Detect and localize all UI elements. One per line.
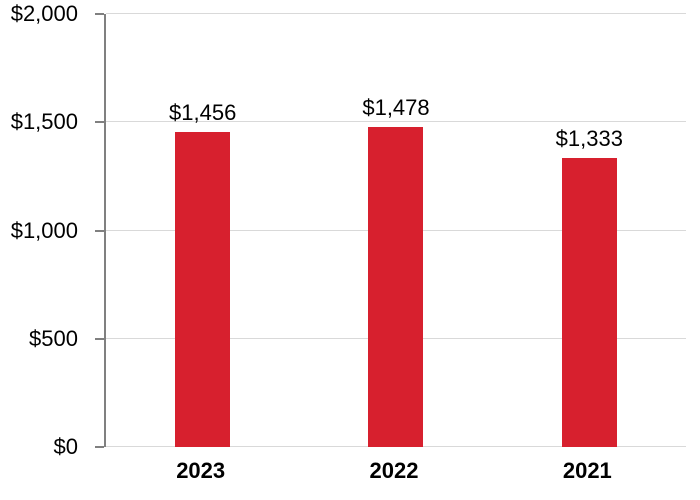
x-axis-label-2023: 2023 [176, 458, 226, 483]
y-axis-tick-mark [95, 337, 104, 340]
y-axis-tick-mark [95, 446, 104, 448]
y-axis-tick-label: $500 [29, 325, 78, 351]
bar-group-2021: $1,333 [493, 14, 686, 447]
y-axis-tick-label: $2,000 [10, 1, 78, 26]
y-axis-tick-label: $1,000 [10, 217, 78, 243]
x-axis-label-2021: 2021 [562, 458, 612, 483]
x-axis-label-2022: 2022 [369, 458, 419, 483]
bar-value-label: $1,456 [169, 99, 237, 125]
gridline [106, 121, 686, 123]
bar-value-label: $1,478 [362, 94, 430, 120]
bar-group-2023: $1,456 [106, 14, 299, 447]
y-axis-tick-label: $0 [53, 434, 78, 459]
y-axis-tick-label: $1,500 [10, 109, 78, 135]
bar-2022 [368, 127, 424, 447]
y-axis-tick-mark [95, 121, 104, 124]
plot-area: $1,456 $1,478 $1,333 [95, 13, 686, 448]
bars-container: $1,456 $1,478 $1,333 [106, 14, 686, 447]
y-axis-labels: $2,000 $1,500 $1,000 $500 $0 [0, 3, 78, 458]
y-axis-tick-mark [95, 229, 104, 232]
gridline [106, 13, 686, 14]
bar-group-2022: $1,478 [299, 14, 492, 447]
bar-2023 [175, 131, 231, 447]
bar-2021 [561, 158, 617, 447]
bar-value-label: $1,333 [555, 126, 623, 152]
x-axis-labels: 2023 2022 2021 [104, 458, 684, 483]
y-axis-tick-mark [95, 13, 104, 15]
